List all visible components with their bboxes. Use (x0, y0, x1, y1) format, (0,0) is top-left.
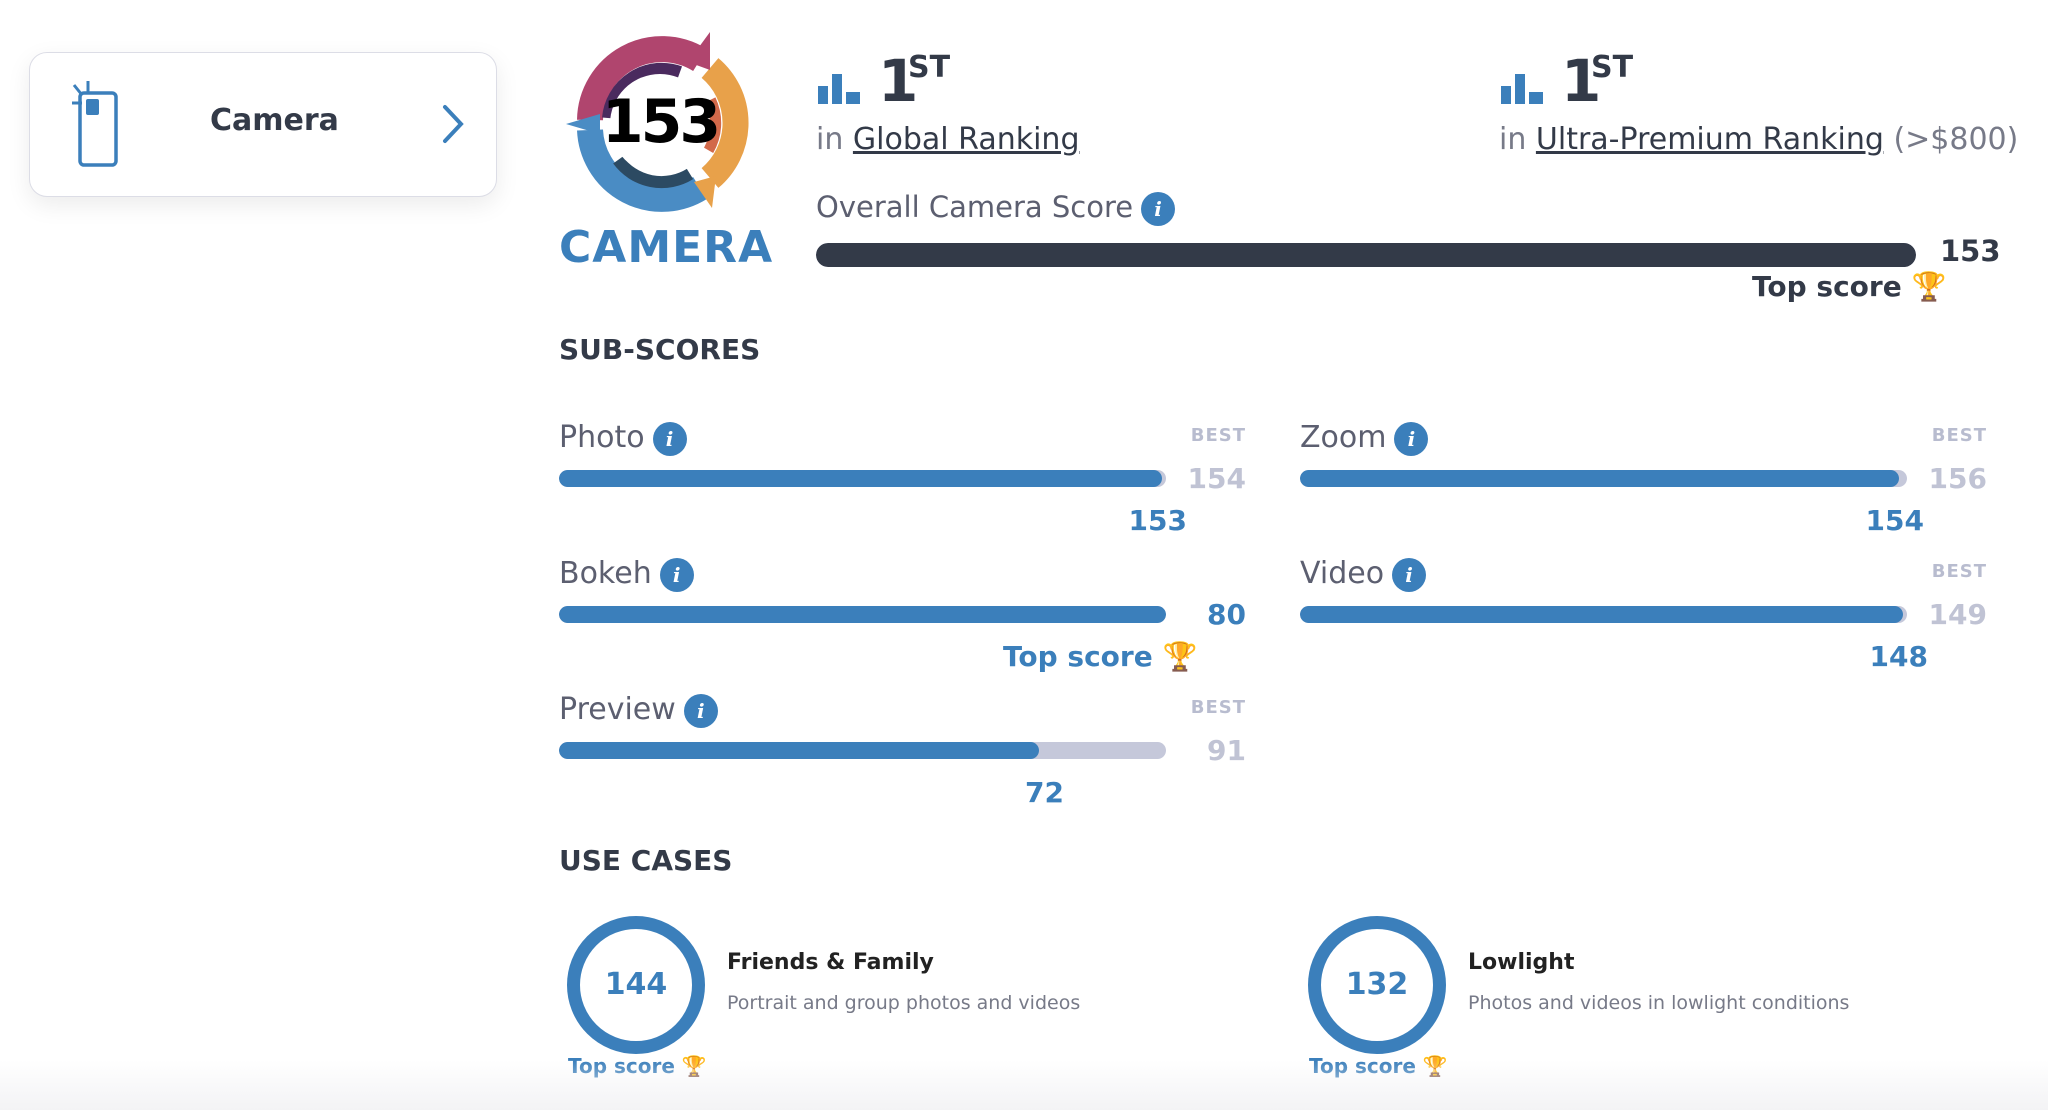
subscore-name: Photo (559, 420, 645, 455)
top-score-label: Top score (1003, 640, 1153, 673)
camera-nav-card[interactable]: Camera (29, 52, 497, 197)
subscore-bar (1300, 470, 1907, 487)
rank-prefix: in (816, 122, 844, 157)
subscore-label: Preview i (559, 692, 718, 728)
best-value: 91 (1207, 734, 1246, 767)
best-value: 154 (1187, 462, 1246, 495)
subscore-label: Bokeh i (559, 556, 694, 592)
rank-number: 1 (878, 47, 919, 115)
overall-score-value: 153 (1940, 234, 2001, 268)
best-value: 149 (1928, 598, 1987, 631)
info-icon[interactable]: i (1141, 192, 1176, 226)
subscore-label: Photo i (559, 420, 687, 456)
info-icon[interactable]: i (683, 693, 718, 728)
subscore-fill (1300, 606, 1903, 623)
subscore-value: 148 (1869, 640, 1928, 673)
subscores-title: SUB-SCORES (559, 333, 761, 366)
subscore-value: 80 (1207, 598, 1246, 631)
subscore-video: Video i BEST 149 148 (1300, 556, 1990, 686)
trophy-icon: 🏆 (1911, 270, 1947, 303)
phone-camera-icon (72, 81, 118, 167)
trophy-icon: 🏆 (1162, 640, 1198, 673)
usecase-card[interactable]: 144 Friends & Family Portrait and group … (567, 916, 1267, 1086)
subscore-value: 154 (1865, 504, 1924, 537)
subscore-fill (559, 470, 1163, 487)
subscore-photo: Photo i BEST 154 153 (559, 420, 1249, 550)
badge-score: 153 (601, 87, 721, 157)
info-icon[interactable]: i (1394, 421, 1429, 456)
subscore-preview: Preview i BEST 91 72 (559, 692, 1249, 822)
info-icon[interactable]: i (659, 557, 694, 592)
subscore-name: Zoom (1300, 420, 1387, 455)
usecase-title: Friends & Family (727, 950, 934, 975)
price-range: (>$800) (1893, 122, 2019, 157)
overall-score-fill (816, 243, 1916, 267)
ultra-premium-ranking-link[interactable]: Ultra-Premium Ranking (1535, 122, 1884, 157)
usecase-description: Portrait and group photos and videos (727, 992, 1081, 1014)
subscore-name: Video (1300, 556, 1385, 591)
subscore-bar (559, 606, 1166, 623)
overall-score-label: Overall Camera Score i (816, 190, 1176, 226)
overall-top-score: Top score 🏆 (1752, 270, 1946, 303)
subscore-value: 153 (1128, 504, 1187, 537)
rank-suffix: ST (1591, 50, 1634, 85)
best-value: 156 (1928, 462, 1987, 495)
subscore-value: 72 (1025, 776, 1064, 809)
overall-score-text: Overall Camera Score (816, 190, 1134, 224)
subscore-bar (559, 470, 1166, 487)
subscore-zoom: Zoom i BEST 156 154 (1300, 420, 1990, 550)
subscore-bar (1300, 606, 1907, 623)
subscore-top-score: Top score 🏆 (1003, 640, 1197, 673)
usecase-score-ring: 132 (1308, 916, 1446, 1054)
overall-score-bar (816, 243, 1916, 267)
rank-suffix: ST (908, 50, 951, 85)
top-score-label: Top score (1752, 270, 1902, 303)
best-label: BEST (1190, 697, 1246, 718)
bottom-fade (0, 1060, 2048, 1110)
subscore-fill (559, 606, 1166, 623)
usecase-description: Photos and videos in lowlight conditions (1468, 992, 1850, 1014)
usecase-score-ring: 144 (567, 916, 705, 1054)
subscore-label: Zoom i (1300, 420, 1429, 456)
best-label: BEST (1931, 561, 1987, 582)
best-label: BEST (1190, 425, 1246, 446)
info-icon[interactable]: i (1392, 557, 1427, 592)
usecase-title: Lowlight (1468, 950, 1575, 975)
chevron-right-icon (443, 105, 464, 143)
badge-label: CAMERA (559, 222, 774, 273)
best-label: BEST (1931, 425, 1987, 446)
info-icon[interactable]: i (652, 421, 687, 456)
subscore-fill (559, 742, 1040, 759)
camera-score-badge: 153 (560, 30, 760, 220)
subscore-bokeh: Bokeh i 80 Top score 🏆 (559, 556, 1249, 686)
rank-prefix: in (1499, 122, 1527, 157)
subscore-fill (1300, 470, 1900, 487)
rank-number: 1 (1561, 47, 1602, 115)
bar-chart-icon (1501, 74, 1543, 104)
subscore-name: Bokeh (559, 556, 652, 591)
subscore-name: Preview (559, 692, 676, 727)
camera-nav-label: Camera (210, 103, 339, 138)
usecases-title: USE CASES (559, 844, 733, 877)
subscore-bar (559, 742, 1166, 759)
global-ranking-link[interactable]: Global Ranking (852, 122, 1080, 157)
badge-ring-icon (566, 32, 749, 212)
bar-chart-icon (818, 74, 860, 104)
subscore-label: Video i (1300, 556, 1427, 592)
